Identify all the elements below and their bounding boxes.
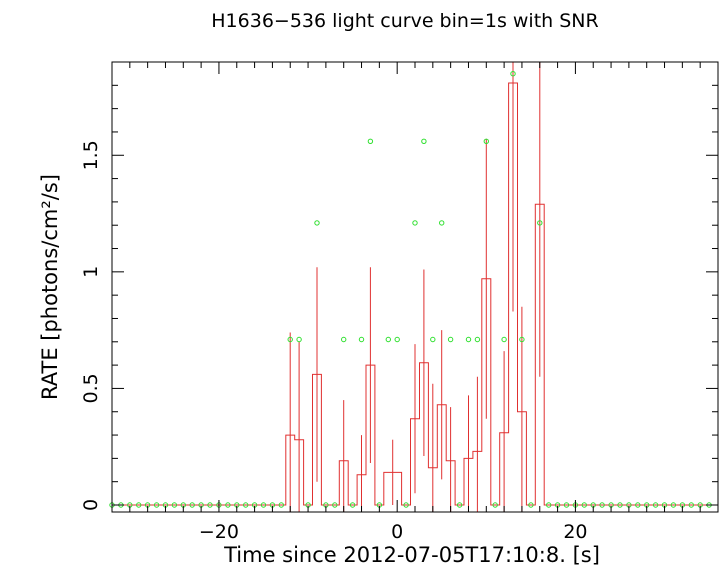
snr-point bbox=[688, 502, 694, 508]
y-tick-label: 1.5 bbox=[80, 140, 102, 170]
snr-point bbox=[207, 502, 213, 508]
axis-ticks bbox=[112, 62, 718, 512]
x-tick-label: 20 bbox=[563, 521, 587, 543]
snr-point bbox=[358, 336, 365, 343]
snr-point bbox=[225, 502, 231, 508]
snr-point bbox=[296, 336, 302, 343]
snr-point bbox=[412, 220, 418, 226]
snr-point bbox=[385, 336, 391, 343]
snr-point bbox=[171, 502, 178, 508]
snr-point bbox=[243, 502, 249, 508]
snr-point bbox=[635, 502, 641, 508]
snr-point bbox=[153, 502, 160, 508]
snr-point bbox=[189, 502, 195, 508]
snr-point bbox=[260, 502, 267, 508]
snr-point bbox=[403, 502, 409, 508]
snr-point bbox=[421, 138, 427, 145]
snr-point bbox=[447, 336, 454, 343]
snr-point bbox=[394, 336, 400, 343]
snr-point bbox=[510, 71, 516, 77]
snr-point bbox=[314, 220, 320, 226]
snr-point bbox=[456, 502, 463, 508]
snr-point bbox=[430, 336, 436, 343]
snr-point bbox=[278, 502, 284, 508]
snr-point bbox=[492, 502, 498, 508]
y-axis-label: RATE [photons/cm²/s] bbox=[38, 174, 62, 400]
snr-point bbox=[341, 336, 347, 343]
snr-point bbox=[474, 336, 481, 343]
snr-point bbox=[287, 336, 293, 343]
y-tick-label: 0 bbox=[80, 499, 102, 511]
y-tick-label: 0.5 bbox=[80, 373, 102, 403]
snr-point bbox=[332, 502, 338, 508]
snr-point bbox=[483, 138, 489, 145]
x-axis-label: Time since 2012-07-05T17:10:8. [s] bbox=[223, 543, 600, 567]
snr-point bbox=[519, 336, 525, 343]
y-tick-labels: 0 0.5 1 1.5 bbox=[80, 140, 102, 511]
rate-error-bars bbox=[289, 62, 541, 512]
x-tick-label: 0 bbox=[391, 521, 403, 543]
plot-area bbox=[109, 62, 718, 512]
snr-point bbox=[136, 502, 142, 508]
snr-point bbox=[349, 502, 356, 508]
snr-point bbox=[546, 502, 552, 508]
snr-point bbox=[670, 502, 677, 508]
snr-point bbox=[652, 502, 659, 508]
snr-point bbox=[367, 138, 374, 145]
snr-point bbox=[528, 502, 534, 508]
y-tick-label: 1 bbox=[80, 266, 102, 278]
snr-point bbox=[465, 336, 472, 343]
x-tick-labels: −20 0 20 bbox=[199, 521, 588, 543]
snr-point bbox=[617, 502, 623, 508]
snr-point bbox=[581, 502, 587, 508]
snr-point bbox=[537, 220, 543, 226]
chart-title: H1636−536 light curve bin=1s with SNR bbox=[211, 10, 598, 32]
snr-point bbox=[563, 502, 570, 508]
snr-point bbox=[439, 220, 445, 226]
snr-point bbox=[501, 336, 507, 343]
snr-markers bbox=[109, 71, 712, 508]
x-tick-label: −20 bbox=[199, 521, 239, 543]
snr-point bbox=[599, 502, 605, 508]
